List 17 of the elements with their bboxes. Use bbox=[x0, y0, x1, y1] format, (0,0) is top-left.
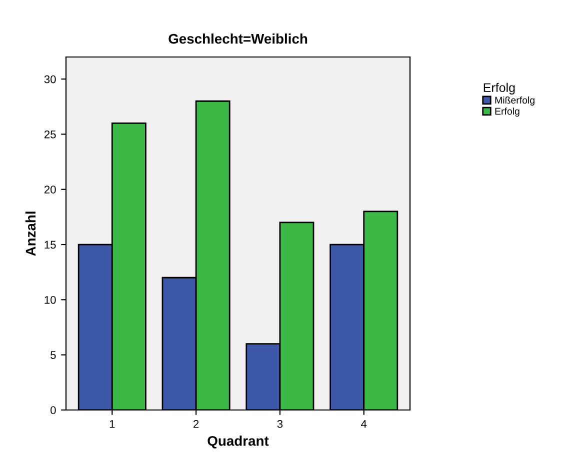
y-tick-label: 0 bbox=[50, 406, 56, 414]
legend-title: Erfolg bbox=[484, 82, 515, 95]
y-tick-label: 20 bbox=[44, 186, 56, 194]
y-tick-label: 10 bbox=[44, 296, 56, 304]
legend-label: Mißerfolg bbox=[495, 96, 534, 106]
y-tick-label: 30 bbox=[44, 75, 56, 84]
x-tick-label: 2 bbox=[194, 420, 199, 428]
x-tick-label: 3 bbox=[277, 420, 283, 428]
y-tick-label: 5 bbox=[50, 351, 56, 359]
y-axis-title: Anzahl bbox=[25, 212, 36, 256]
legend-label: Erfolg bbox=[495, 108, 520, 117]
y-tick-label: 15 bbox=[44, 240, 56, 249]
x-tick-label: 1 bbox=[110, 420, 115, 428]
chart-title: Geschlecht=Weiblich bbox=[168, 34, 308, 44]
y-tick-label: 25 bbox=[44, 130, 56, 138]
x-axis-title: Quadrant bbox=[208, 436, 269, 448]
x-tick-label: 4 bbox=[361, 420, 367, 428]
